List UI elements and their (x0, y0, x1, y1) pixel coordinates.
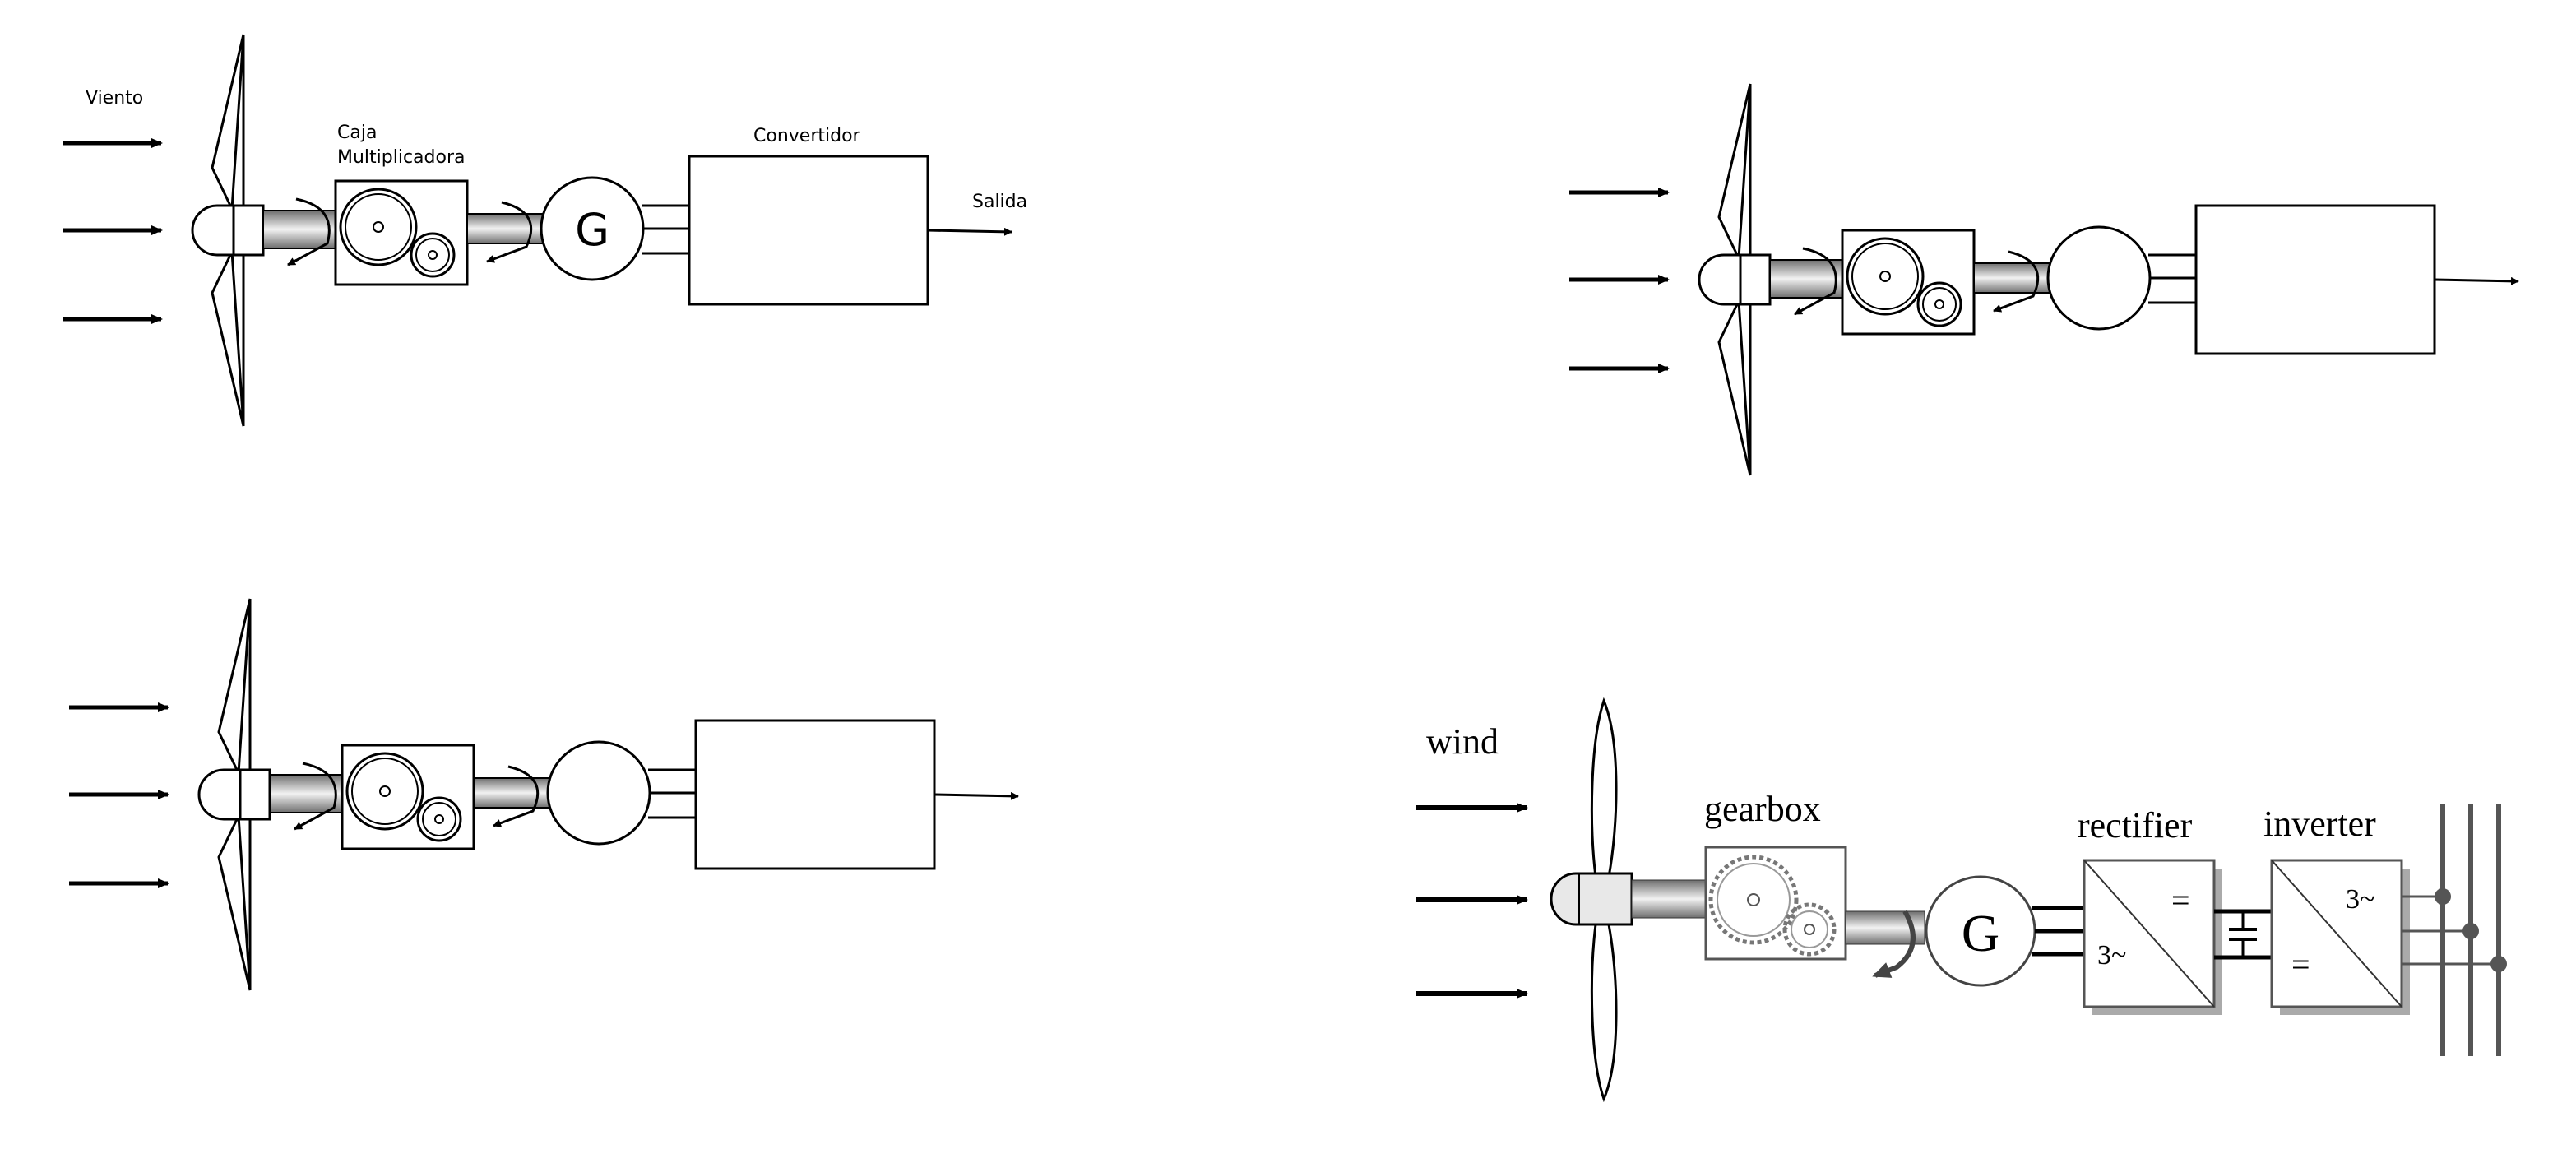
output-label: Salida (972, 192, 1027, 212)
dc-link (2214, 909, 2272, 960)
generator-symbol: G (1962, 904, 1999, 962)
rectifier-dc-symbol: = (2171, 882, 2190, 919)
converter-label: Convertidor (753, 126, 861, 146)
diagram-english-labeled: wind gearbox G (1416, 697, 2507, 1103)
wind-label: Viento (86, 88, 143, 109)
gearbox-label: gearbox (1704, 789, 1821, 829)
rotation-arrow (1872, 910, 1916, 978)
diagram-unlabeled-top-right (1569, 84, 2518, 475)
low-speed-shaft (1631, 879, 1708, 919)
inverter-dc-symbol: = (2291, 946, 2310, 983)
wind-arrows (1416, 803, 1528, 999)
generator-to-rectifier-wires (2032, 906, 2084, 957)
wind-label: wind (1426, 721, 1499, 762)
rectifier: = 3~ (2083, 859, 2222, 1015)
inverter-label: inverter (2263, 804, 2376, 844)
diagram-spanish-labeled: Viento Caja Multiplicadora Convertidor S… (63, 35, 1027, 426)
inverter: 3~ = (2270, 859, 2410, 1015)
gearbox-label-line2: Multiplicadora (337, 147, 466, 168)
gearbox (1704, 846, 1847, 961)
generator-symbol: G (575, 204, 609, 256)
rectifier-label: rectifier (2078, 805, 2193, 846)
inverter-ac-symbol: 3~ (2346, 884, 2374, 915)
rectifier-ac-symbol: 3~ (2097, 940, 2126, 971)
diagram-unlabeled-bottom-left (69, 599, 1018, 990)
grid-connection (2402, 804, 2507, 1056)
gearbox-label-line1: Caja (337, 123, 377, 143)
rotor-hub (1550, 872, 1633, 926)
